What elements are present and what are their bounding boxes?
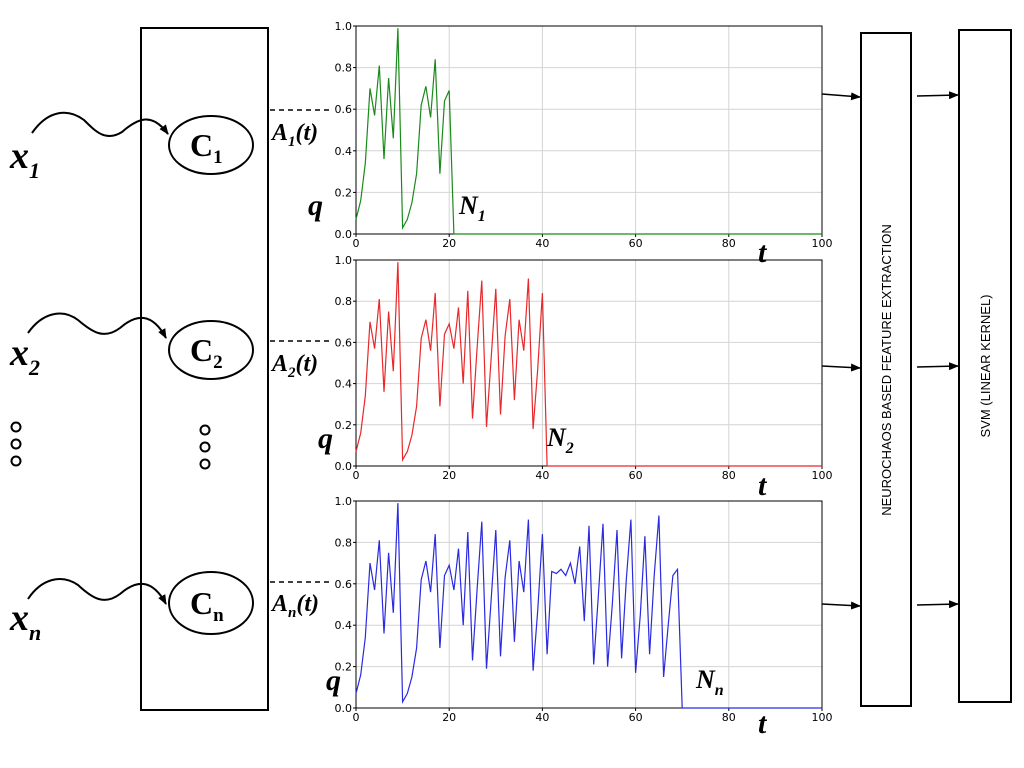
chart-1-ytick-label: 0.0 [335,228,353,241]
svm-label: SVM (LINEAR KERNEL) [978,294,993,437]
chart-1-xtick-label: 60 [629,237,643,250]
chart-2-ytick-label: 0.0 [335,460,353,473]
chart-3-series-line [355,503,822,709]
chart-3-xtick-label: 20 [442,711,456,724]
neuron-cn: Cn [168,571,254,635]
arrow-chart2-to-fe [821,363,861,372]
activity-an-label: An(t) [270,591,319,621]
chart-3-ytick-label: 0.0 [335,702,353,715]
chart-2-xtick-label: 100 [812,469,833,482]
chart-1-frame [355,25,823,235]
chart-1-xtick-label: 0 [353,237,360,250]
chart-3-xtick-label: 80 [722,711,736,724]
chart-3-ytick-label: 0.8 [335,536,353,549]
chart-1-ytick-label: 0.6 [335,103,353,116]
chart-3-xlabel: t [758,707,768,740]
input-x2-label: x2 [9,332,40,380]
arrow-fe-to-svm-3 [916,600,959,609]
chart-2-ytick-label: 1.0 [335,254,353,267]
input-x2: x2 [9,332,40,380]
chart-2-series-line [355,262,822,467]
chart-1-ytick-label: 0.4 [335,145,353,158]
chart-2-xtick-label: 0 [353,469,360,482]
neuron-c2-shape [168,320,254,380]
input-xn-label: xn [9,597,41,645]
neuron-layer-box [140,27,269,711]
chart-2: 0 20 40 60 80 100 0.0 0.2 0.4 0.6 0.8 1.0 q t N2 [318,254,833,502]
chart-3-ytick-label: 0.2 [335,661,353,674]
chart-3-xtick-label: 100 [812,711,833,724]
chart-1: 0 20 40 60 80 100 0.0 0.2 0.4 0.6 0.8 1.0 q t N1 [308,20,833,269]
neuron-c1-label: C1 [190,127,223,168]
arrow-fe-to-svm-1 [916,91,959,100]
neuron-c2: C2 [168,320,254,380]
chart-3-ytick-label: 1.0 [335,495,353,508]
chart-2-xtick-label: 40 [535,469,549,482]
chart-2-xtick-label: 80 [722,469,736,482]
chart-3-ytick-label: 0.4 [335,619,353,632]
activity-a2-label: A2(t) [270,351,318,381]
chart-2-firing-label: N2 [546,423,574,457]
chart-2-ytick-label: 0.4 [335,378,353,391]
chart-2-xlabel: t [758,469,768,502]
neuron-ellipsis [199,424,211,470]
chart-2-ytick-label: 0.6 [335,336,353,349]
neuron-cn-label: Cn [190,585,224,626]
neuron-c2-label: C2 [190,332,223,373]
chart-2-xtick-label: 20 [442,469,456,482]
chart-3-xtick-label: 0 [353,711,360,724]
chart-3-xtick-label: 60 [629,711,643,724]
input-ellipsis [10,421,22,467]
chart-1-ytick-label: 0.2 [335,186,353,199]
chart-3-ylabel: q [326,664,341,697]
input-wave-n [27,578,167,605]
arrow-chart1-to-fe [821,92,861,101]
chart-1-firing-label: N1 [458,191,486,225]
input-x1-label: x1 [9,135,40,183]
neuron-c1: C1 [168,115,254,175]
chart-1-xtick-label: 40 [535,237,549,250]
chart-1-xtick-label: 20 [442,237,456,250]
chart-2-frame [355,259,823,467]
chart-1-ytick-label: 0.8 [335,62,353,75]
chart-3-ytick-label: 0.6 [335,578,353,591]
chart-2-ytick-label: 0.2 [335,419,353,432]
chart-2-ytick-label: 0.8 [335,295,353,308]
chart-2-ylabel: q [318,422,333,455]
chart-1-xtick-label: 100 [812,237,833,250]
feature-extraction-label: NEUROCHAOS BASED FEATURE EXTRACTION [879,224,894,516]
chart-1-xtick-label: 80 [722,237,736,250]
chart-1-xlabel: t [758,236,768,269]
chart-1-ytick-label: 1.0 [335,20,353,33]
feature-extraction-block [860,32,912,707]
input-wave-1 [31,111,169,138]
neuron-cn-shape [168,571,254,635]
neuron-c1-shape [168,115,254,175]
arrow-fe-to-svm-2 [916,362,959,371]
svm-block [958,29,1012,703]
firing-trajectory-charts: 0 20 40 60 80 100 0.0 0.2 0.4 0.6 0.8 1.0 q t N1 0 20 40 6… [308,20,833,740]
chart-3: 0 20 40 60 80 100 0.0 0.2 0.4 0.6 0.8 1.0 q t Nn [326,495,833,740]
input-xn: xn [9,597,41,645]
activity-a1-label: A1(t) [270,120,318,150]
arrow-chart3-to-fe [821,601,861,610]
input-x1: x1 [9,135,40,183]
chart-3-firing-label: Nn [695,665,724,699]
chart-1-series-line [355,28,822,235]
chart-2-xtick-label: 60 [629,469,643,482]
chart-1-ylabel: q [308,189,323,222]
input-wave-2 [27,312,167,339]
chart-3-xtick-label: 40 [535,711,549,724]
